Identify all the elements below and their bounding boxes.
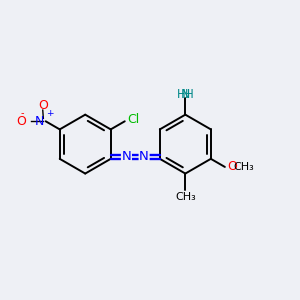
- Text: O: O: [227, 160, 237, 173]
- Text: O: O: [38, 99, 48, 112]
- Text: H: H: [185, 88, 194, 101]
- Text: H: H: [176, 88, 185, 101]
- Text: O: O: [17, 115, 27, 128]
- Text: N: N: [35, 115, 44, 128]
- Text: +: +: [46, 109, 53, 118]
- Text: N: N: [122, 150, 131, 163]
- Text: N: N: [181, 88, 190, 101]
- Text: CH₃: CH₃: [175, 192, 196, 202]
- Text: Cl: Cl: [128, 113, 140, 126]
- Text: N: N: [139, 150, 149, 163]
- Text: CH₃: CH₃: [233, 162, 254, 172]
- Text: -: -: [21, 108, 25, 118]
